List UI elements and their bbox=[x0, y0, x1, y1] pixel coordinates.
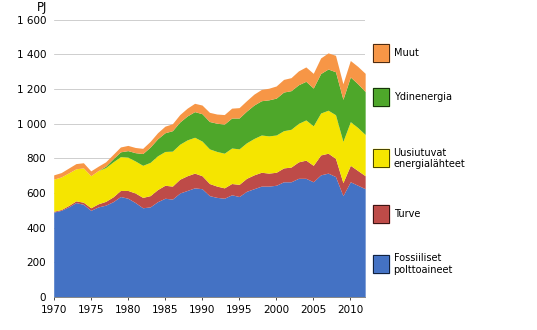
Text: Turve: Turve bbox=[394, 209, 420, 219]
Text: Muut: Muut bbox=[394, 48, 418, 58]
Text: Uusiutuvat
energialähteet: Uusiutuvat energialähteet bbox=[394, 148, 466, 169]
Text: PJ: PJ bbox=[37, 1, 47, 14]
Text: Fossiiliset
polttoaineet: Fossiiliset polttoaineet bbox=[394, 253, 453, 275]
Text: Ydinenergia: Ydinenergia bbox=[394, 92, 452, 102]
